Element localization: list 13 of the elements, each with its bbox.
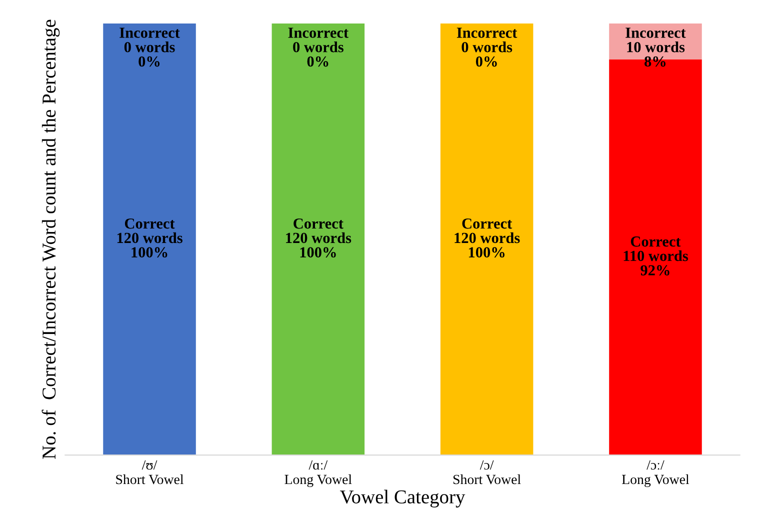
data-label: Incorrect 0 words 0% — [456, 28, 518, 67]
x-axis-title: Vowel Category — [340, 490, 466, 508]
x-tick-label: /ʊ/ Short Vowel — [116, 460, 184, 484]
data-label: Incorrect 0 words 0% — [288, 28, 349, 67]
data-label: Correct 120 words 100% — [117, 218, 182, 258]
data-label: Correct 120 words 100% — [454, 218, 520, 258]
data-label: Correct 110 words 92% — [624, 236, 688, 276]
data-label: Incorrect 0 words 0% — [120, 28, 180, 67]
x-tick-label: /ɑː/ Long Vowel — [284, 460, 352, 488]
data-label: Correct 120 words 100% — [286, 218, 352, 258]
x-tick-label: /ɔ/ Short Vowel — [453, 460, 521, 484]
y-axis-title: No. of Correct/Incorrect Word count and the Percentage — [42, 20, 60, 459]
x-tick-label: /ɔː/ Long Vowel — [622, 460, 690, 488]
